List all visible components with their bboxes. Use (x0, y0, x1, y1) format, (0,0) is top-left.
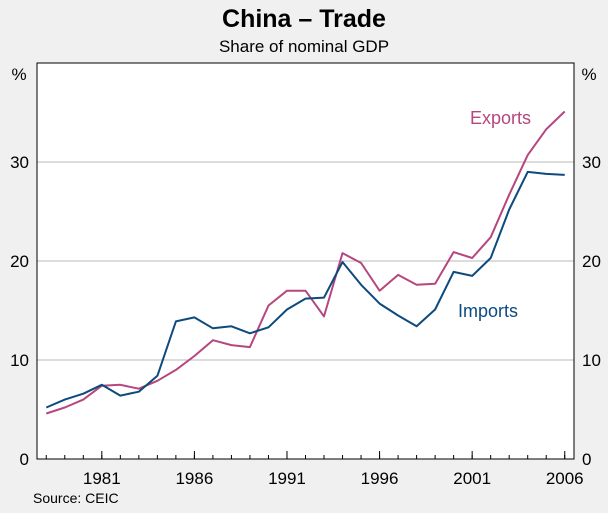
series-line-imports (45, 170, 565, 409)
y-tick-label-right: 0 (582, 450, 591, 469)
x-tick-label: 1991 (268, 469, 306, 488)
series-label-imports: Imports (458, 301, 518, 321)
x-tick-label: 2006 (546, 469, 584, 488)
gridlines (37, 161, 574, 361)
left-axis-unit: % (11, 65, 26, 84)
series-line-exports (45, 110, 566, 415)
series-label-exports: Exports (470, 108, 531, 128)
x-tick-label: 2001 (453, 469, 491, 488)
y-tick-label-left: 20 (10, 252, 29, 271)
y-tick-label-left: 0 (20, 450, 29, 469)
chart-subtitle: Share of nominal GDP (219, 37, 389, 56)
right-axis-unit: % (581, 65, 596, 84)
y-tick-label-right: 20 (582, 252, 601, 271)
source-note: Source: CEIC (33, 490, 119, 506)
axis-ticks: 0 0 10 10 20 20 30 30 1981 1986 1991 1996 2001 2006 (10, 153, 601, 488)
y-tick-label-right: 10 (582, 351, 601, 370)
y-tick-label-left: 10 (10, 351, 29, 370)
chart-title: China – Trade (222, 5, 386, 33)
y-tick-label-left: 30 (10, 153, 29, 172)
x-tick-label: 1981 (83, 469, 121, 488)
x-tick-label: 1986 (175, 469, 213, 488)
y-tick-label-right: 30 (582, 153, 601, 172)
series-lines (45, 110, 566, 415)
x-tick-label: 1996 (361, 469, 399, 488)
